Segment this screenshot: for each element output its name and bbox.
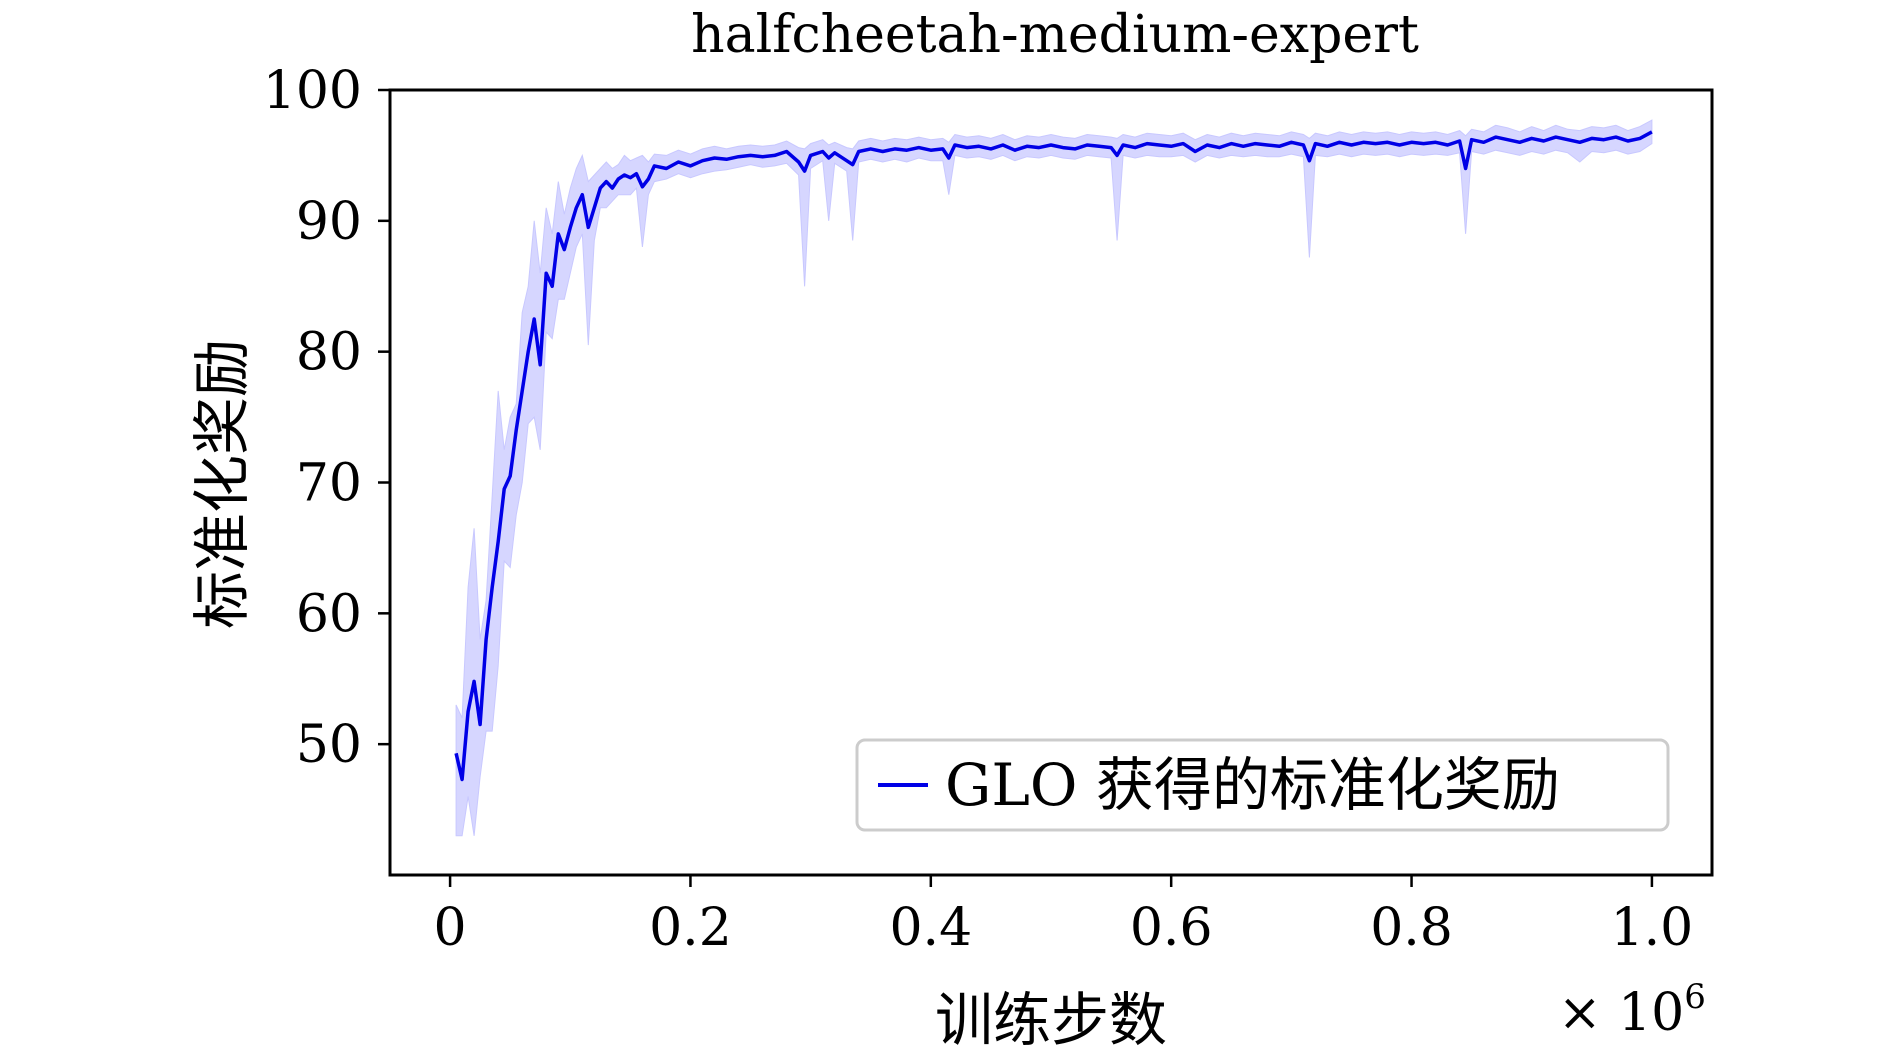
x-tick-label: 0.8 bbox=[1370, 898, 1453, 958]
x-tick-label: 0.2 bbox=[649, 898, 732, 958]
x-axis-ticks: 0 0.2 0.4 0.6 0.8 1.0 bbox=[434, 875, 1694, 958]
y-tick-label: 100 bbox=[263, 61, 362, 121]
x-tick-label: 0 bbox=[434, 898, 467, 958]
y-axis-ticks: 50 60 70 80 90 100 bbox=[263, 61, 390, 775]
x-axis-multiplier: × 106 bbox=[1558, 977, 1706, 1043]
x-axis-multiplier-exponent: 6 bbox=[1684, 977, 1706, 1017]
legend: GLO 获得的标准化奖励 bbox=[855, 738, 1670, 832]
legend-box bbox=[855, 738, 1670, 832]
series-line bbox=[454, 130, 1653, 782]
series-line-layer bbox=[454, 130, 1653, 782]
x-tick-label: 0.6 bbox=[1130, 898, 1213, 958]
y-tick-label: 50 bbox=[296, 715, 362, 775]
y-tick-label: 70 bbox=[296, 454, 362, 514]
x-tick-label: 1.0 bbox=[1611, 898, 1694, 958]
x-axis-multiplier-base: × 10 bbox=[1558, 983, 1684, 1043]
x-axis-label: 训练步数 bbox=[935, 986, 1167, 1049]
series-confidence-band bbox=[455, 119, 1653, 837]
x-tick-label: 0.4 bbox=[889, 898, 972, 958]
legend-label: GLO 获得的标准化奖励 bbox=[945, 751, 1560, 819]
y-tick-label: 80 bbox=[296, 323, 362, 383]
confidence-band-layer bbox=[455, 119, 1653, 837]
y-tick-label: 60 bbox=[296, 584, 362, 644]
y-tick-label: 90 bbox=[296, 192, 362, 252]
chart-title: halfcheetah-medium-expert bbox=[691, 5, 1419, 65]
y-axis-label: 标准化奖励 bbox=[188, 339, 256, 629]
